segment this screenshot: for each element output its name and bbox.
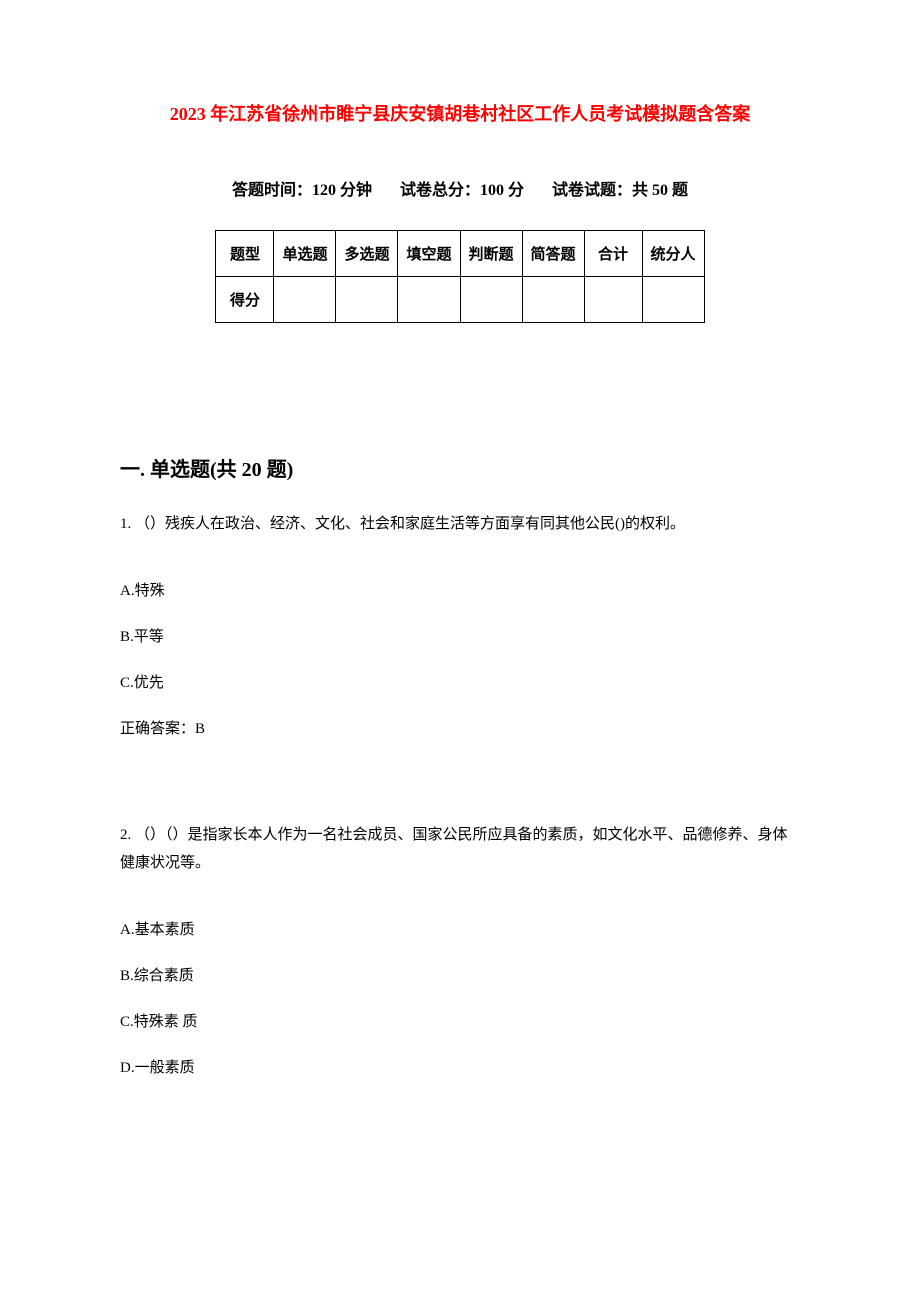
header-cell: 单选题 [274, 231, 336, 277]
header-cell: 多选题 [336, 231, 398, 277]
score-cell [642, 277, 704, 323]
meta-line: 答题时间：120 分钟 试卷总分：100 分 试卷试题：共 50 题 [120, 176, 800, 200]
header-cell: 合计 [584, 231, 642, 277]
question-text: 2. （）（）是指家长本人作为一名社会成员、国家公民所应具备的素质，如文化水平、… [120, 821, 800, 878]
option: C.优先 [120, 671, 800, 695]
option: B.平等 [120, 625, 800, 649]
question-block: 2. （）（）是指家长本人作为一名社会成员、国家公民所应具备的素质，如文化水平、… [120, 821, 800, 1080]
score-cell [398, 277, 460, 323]
option: A.基本素质 [120, 918, 800, 942]
question-number: 1. [120, 516, 131, 532]
header-cell: 简答题 [522, 231, 584, 277]
question-body: （）（）是指家长本人作为一名社会成员、国家公民所应具备的素质，如文化水平、品德修… [120, 827, 788, 872]
option: B.综合素质 [120, 964, 800, 988]
section-heading: 一. 单选题(共 20 题) [120, 453, 800, 482]
table-header-row: 题型 单选题 多选题 填空题 判断题 简答题 合计 统分人 [216, 231, 704, 277]
header-cell: 题型 [216, 231, 274, 277]
score-cell [274, 277, 336, 323]
option: D.一般素质 [120, 1056, 800, 1080]
question-block: 1. （）残疾人在政治、经济、文化、社会和家庭生活等方面享有同其他公民()的权利… [120, 510, 800, 741]
time-label: 答题时间：120 分钟 [232, 182, 372, 199]
question-number: 2. [120, 827, 131, 843]
score-cell [336, 277, 398, 323]
option: C.特殊素 质 [120, 1010, 800, 1034]
score-cell [460, 277, 522, 323]
score-cell [522, 277, 584, 323]
row-label-cell: 得分 [216, 277, 274, 323]
total-label: 试卷总分：100 分 [400, 182, 524, 199]
count-label: 试卷试题：共 50 题 [552, 182, 688, 199]
table-score-row: 得分 [216, 277, 704, 323]
header-cell: 判断题 [460, 231, 522, 277]
score-cell [584, 277, 642, 323]
score-table: 题型 单选题 多选题 填空题 判断题 简答题 合计 统分人 得分 [215, 230, 704, 323]
answer-line: 正确答案：B [120, 717, 800, 741]
question-text: 1. （）残疾人在政治、经济、文化、社会和家庭生活等方面享有同其他公民()的权利… [120, 510, 800, 539]
header-cell: 填空题 [398, 231, 460, 277]
exam-title: 2023 年江苏省徐州市睢宁县庆安镇胡巷村社区工作人员考试模拟题含答案 [120, 100, 800, 126]
question-body: （）残疾人在政治、经济、文化、社会和家庭生活等方面享有同其他公民()的权利。 [135, 516, 685, 532]
option: A.特殊 [120, 579, 800, 603]
header-cell: 统分人 [642, 231, 704, 277]
